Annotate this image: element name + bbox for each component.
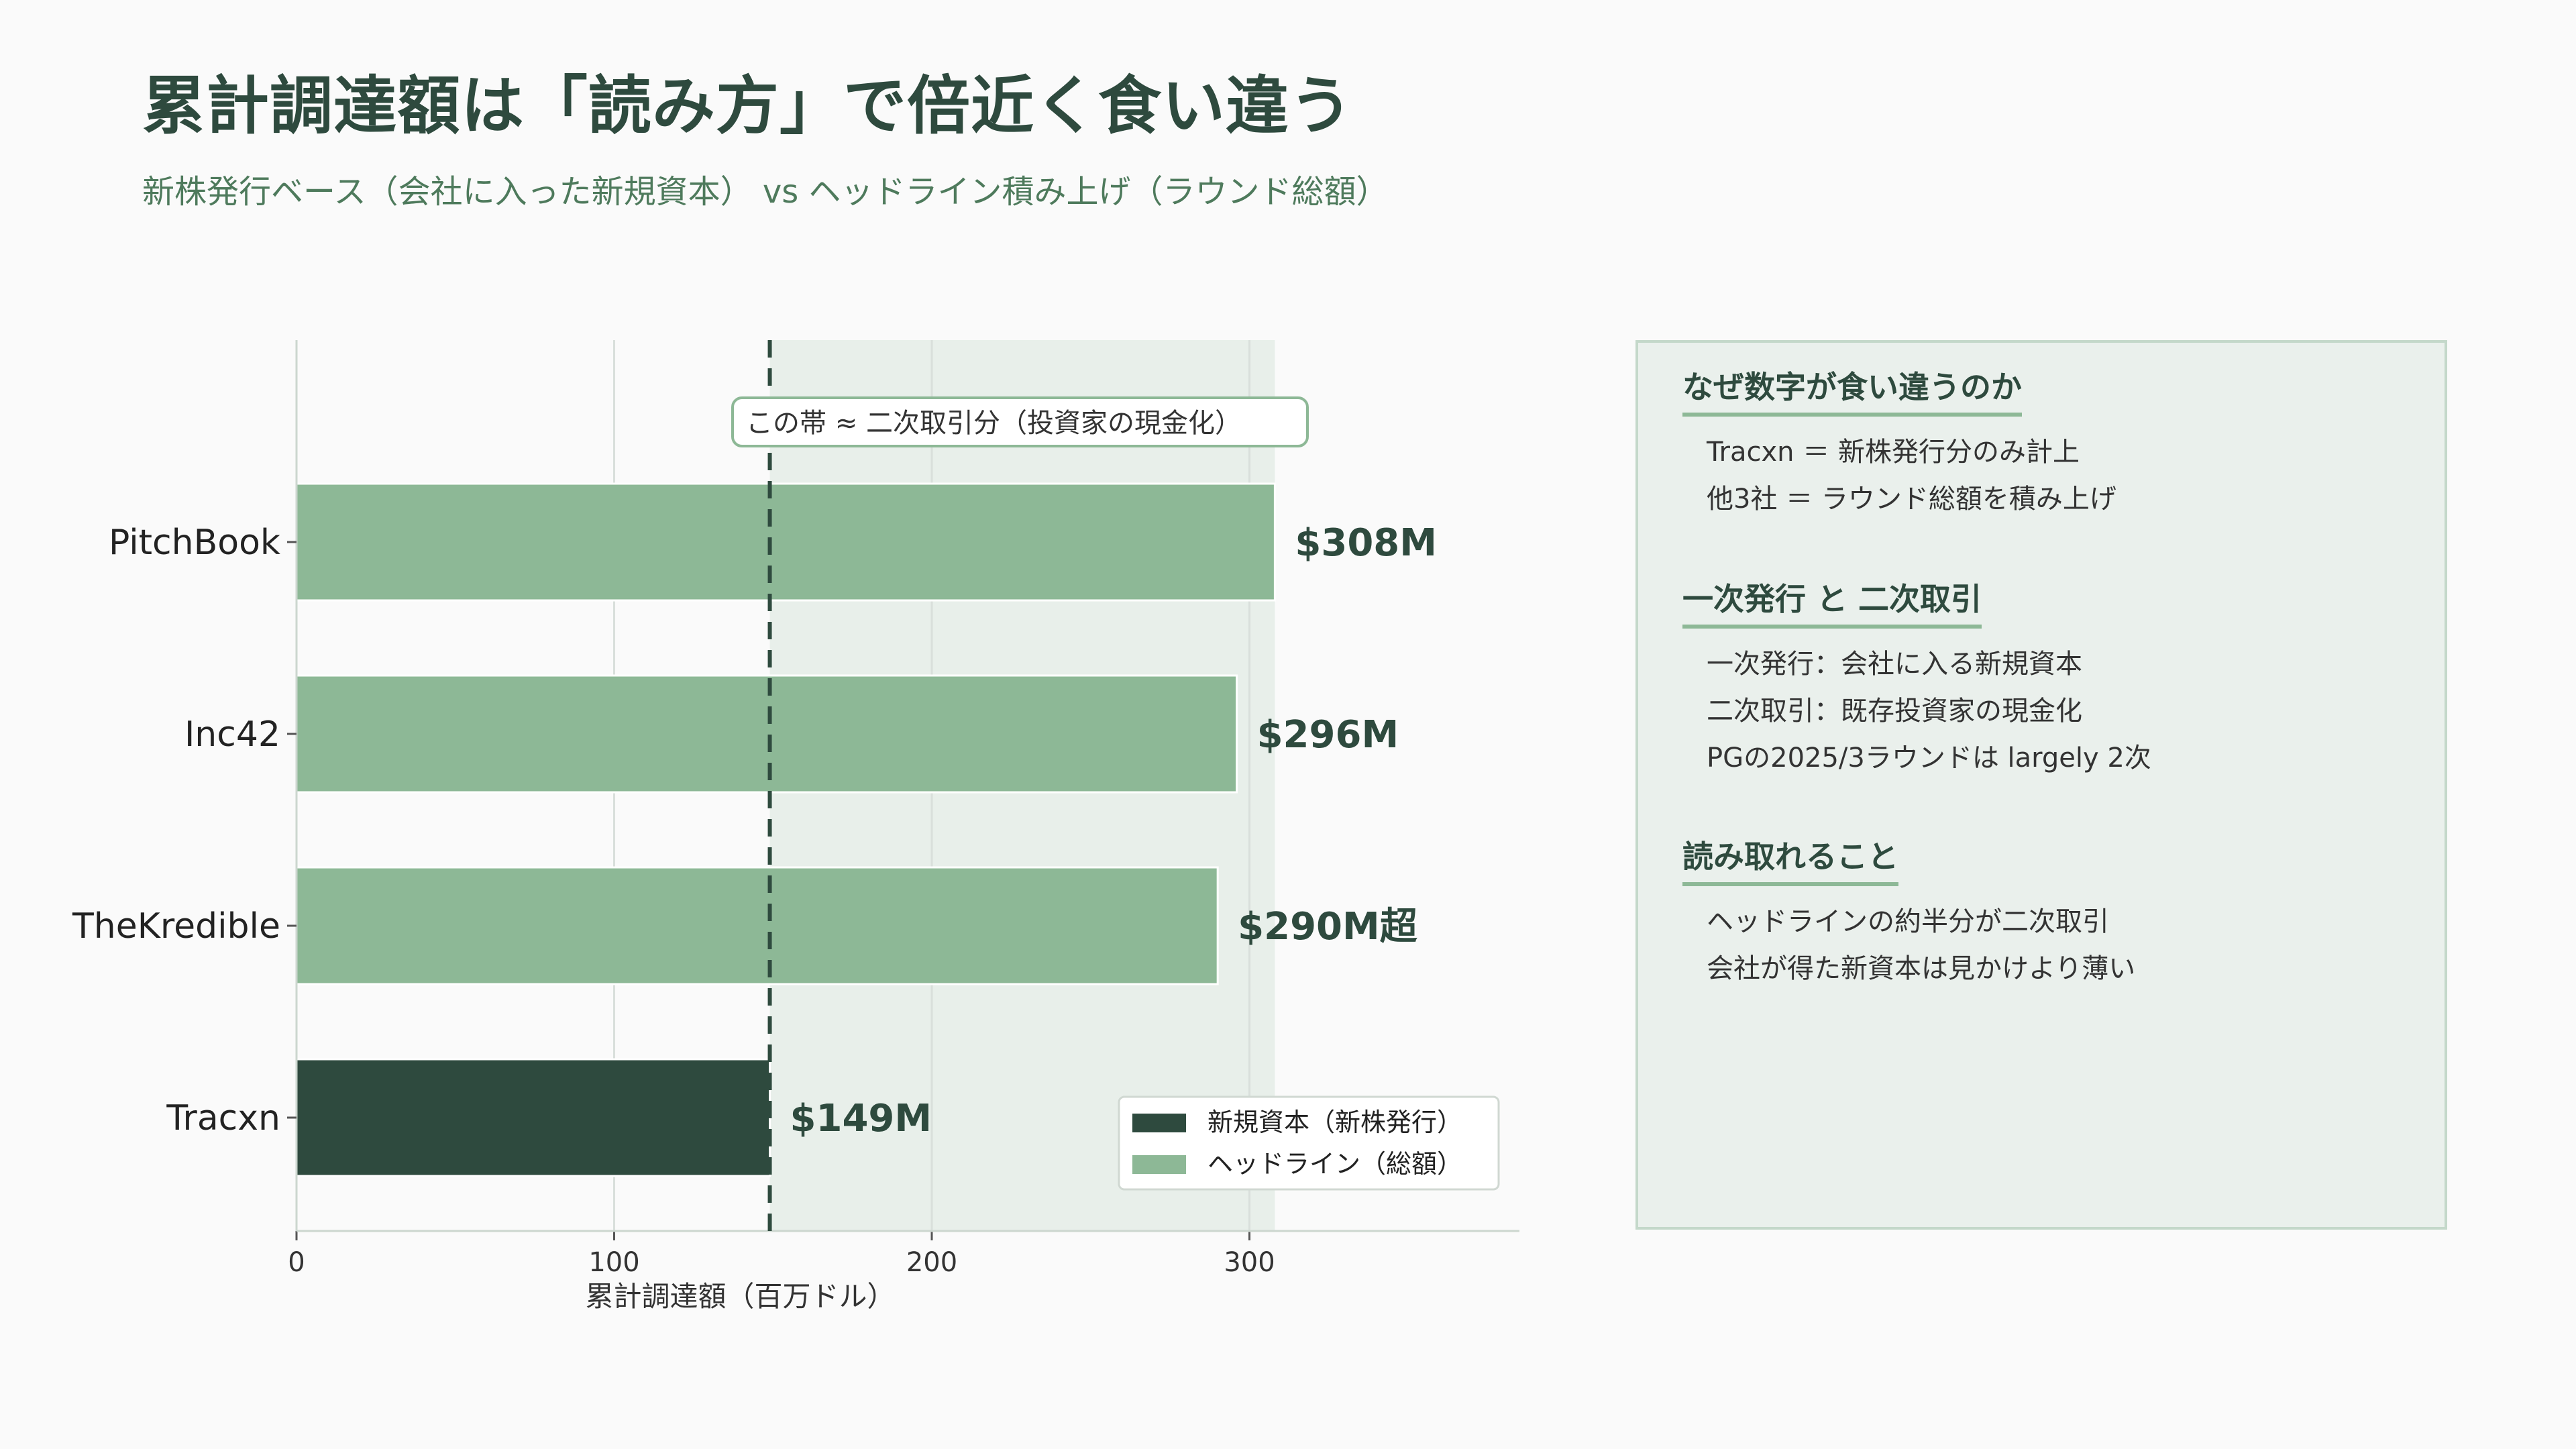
category-label: Tracxn bbox=[166, 1098, 280, 1138]
panel-section-why: なぜ数字が食い違うのか Tracxn ＝ 新株発行分のみ計上 他3社 ＝ ラウン… bbox=[1682, 363, 2116, 523]
value-label: $296M bbox=[1257, 713, 1399, 757]
page-subtitle: 新株発行ベース（会社に入った新規資本） vs ヘッドライン積み上げ（ラウンド総額… bbox=[142, 173, 1389, 211]
bar-chart: 0 100 200 300 累計調達額（百万ドル） PitchBook $308M Inc4… bbox=[72, 340, 1519, 1313]
annotation-text: この帯 ≈ 二次取引分（投資家の現金化） bbox=[746, 408, 1242, 439]
page-title: 累計調達額は「読み方」で倍近く食い違う bbox=[142, 70, 1354, 143]
legend-box bbox=[1118, 1095, 1500, 1191]
panel-line: ヘッドラインの約半分が二次取引 bbox=[1707, 906, 2109, 937]
annotation-box bbox=[731, 396, 1309, 447]
panel-line: 二次取引：既存投資家の現金化 bbox=[1707, 696, 2082, 727]
panel-heading: なぜ数字が食い違うのか bbox=[1682, 363, 2022, 417]
category-label: TheKredible bbox=[72, 906, 280, 947]
panel-section-primary-secondary: 一次発行 と 二次取引 一次発行：会社に入る新規資本 二次取引：既存投資家の現金… bbox=[1682, 575, 2151, 782]
legend-label: ヘッドライン（総額） bbox=[1208, 1149, 1462, 1179]
x-axis-label: 累計調達額（百万ドル） bbox=[585, 1280, 895, 1313]
legend-label: 新規資本（新株発行） bbox=[1208, 1108, 1462, 1137]
panel-section-takeaways: 読み取れること ヘッドラインの約半分が二次取引 会社が得た新資本は見かけより薄い bbox=[1682, 833, 2135, 992]
panel-line: 会社が得た新資本は見かけより薄い bbox=[1707, 953, 2136, 984]
panel-line: PGの2025/3ラウンドは largely 2次 bbox=[1707, 743, 2151, 773]
bar-inc42 bbox=[295, 674, 1238, 794]
category-label: Inc42 bbox=[184, 714, 280, 755]
panel-line: Tracxn ＝ 新株発行分のみ計上 bbox=[1707, 437, 2080, 468]
x-tick-label: 300 bbox=[1224, 1247, 1275, 1278]
x-tick-label: 200 bbox=[906, 1247, 957, 1278]
panel-line: 他3社 ＝ ラウンド総額を積み上げ bbox=[1707, 484, 2116, 515]
explanation-panel: なぜ数字が食い違うのか Tracxn ＝ 新株発行分のみ計上 他3社 ＝ ラウン… bbox=[1635, 340, 2447, 1230]
value-label: $149M bbox=[790, 1097, 932, 1140]
panel-line: 一次発行：会社に入る新規資本 bbox=[1707, 649, 2082, 680]
category-label: PitchBook bbox=[109, 523, 280, 563]
bar-thekredible bbox=[295, 866, 1219, 985]
panel-heading: 一次発行 と 二次取引 bbox=[1682, 575, 1982, 629]
bar-tracxn bbox=[295, 1058, 771, 1177]
bar-pitchbook bbox=[295, 482, 1276, 602]
x-tick-label: 0 bbox=[288, 1247, 305, 1278]
legend-swatch bbox=[1132, 1155, 1186, 1174]
legend-swatch bbox=[1132, 1114, 1186, 1132]
value-label: $308M bbox=[1295, 521, 1437, 565]
panel-heading: 読み取れること bbox=[1682, 833, 1898, 886]
value-label: $290M超 bbox=[1238, 905, 1418, 949]
x-tick-label: 100 bbox=[588, 1247, 639, 1278]
